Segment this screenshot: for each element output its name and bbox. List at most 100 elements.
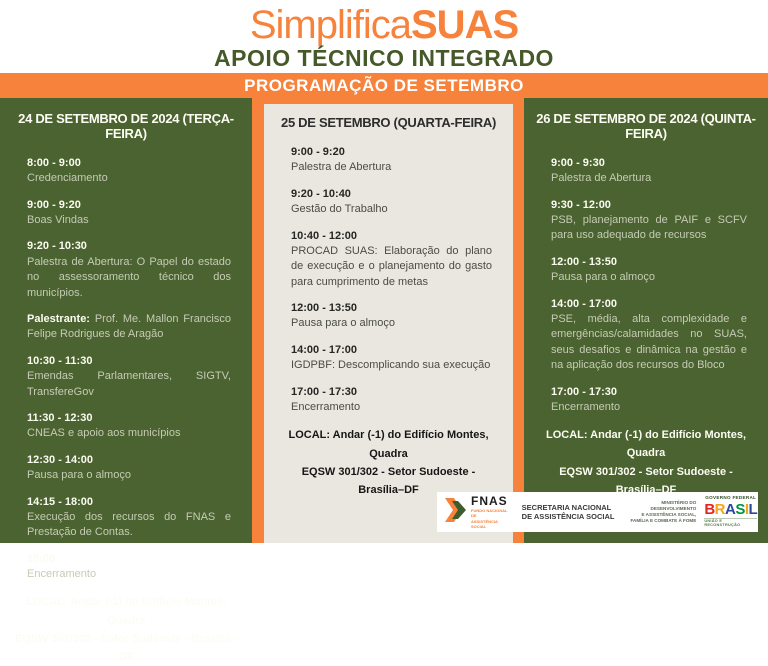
title-regular-part: Simplifica [249,2,412,47]
item-description: Execução dos recursos do FNAS e Prestaçã… [27,510,231,539]
item-description: Palestra de Abertura: O Papel do estado … [27,255,231,299]
item-time: 9:00 - 9:20 [27,198,81,211]
column-divider [513,98,524,543]
schedule-item: 9:20 - 10:40 Gestão do Trabalho [291,187,492,218]
item-time: 11:30 - 12:30 [27,411,93,424]
item-description: Pausa para o almoço [291,317,395,330]
schedule-item: 10:40 - 12:00 PROCAD SUAS: Elaboração do … [291,229,492,291]
item-time: 14:00 - 17:00 [551,297,618,310]
ministerio-line: E ASSISTÊNCIA SOCIAL, [641,512,697,517]
schedule-item: 12:30 - 14:00 Pausa para o almoço [27,453,231,484]
item-description: Encerramento [291,401,361,414]
location-note: LOCAL: Andar (-1) do Edificio Montes, Qu… [0,593,252,666]
speaker-label: Palestrante: [27,313,95,325]
title-bold-part: SUAS [411,2,519,47]
page-subtitle: APOIO TÉCNICO INTEGRADO [214,44,554,71]
item-time: 9:20 - 10:30 [27,240,87,253]
item-description: PSB, planejamento de PAIF e SCFV para us… [551,214,747,242]
schedule-item: 12:00 - 13:50 Pausa para o almoço [291,301,492,332]
schedule-item: 9:00 - 9:20 Palestra de Abertura [291,145,492,176]
item-time: 14:00 - 17:00 [291,343,358,356]
fnas-logo-name: FNAS [471,494,508,509]
schedule-item: 11:30 - 12:30 CNEAS e apoio aos município… [27,411,231,442]
brasil-logo: BRASIL [704,502,757,517]
item-description: PROCAD SUAS: Elaboração do plano de exec… [291,244,492,288]
item-description: Credenciamento [27,172,108,185]
schedule-item: 18:00 Encerramento [27,552,231,583]
item-time: 14:15 - 18:00 [27,495,94,508]
location-line: LOCAL: Andar (-1) do Edifício Montes, Qu… [288,429,489,460]
brasil-logo-letter: B [704,501,715,518]
location-line: EQSW 301/302 - Setor Sudoeste - Brasília… [301,465,476,496]
item-time: 18:00 [27,552,56,565]
item-description: Palestrante: Prof. Me. Mallon Francisco … [27,313,231,341]
location-line: EQSW 301/302 - Setor Sudoeste - Brasília… [14,632,238,663]
column-divider [252,98,264,543]
schedule-item: 12:00 - 13:50 Pausa para o almoço [551,255,747,286]
items-container: 9:00 - 9:30 Palestra de Abertura 9:30 - 12… [524,144,768,426]
program-banner-label: PROGRAMAÇÃO DE SETEMBRO [244,75,524,95]
schedule-item: 17:00 - 17:30 Encerramento [291,385,492,416]
governo-federal-label: GOVERNO FEDERAL [705,495,757,501]
item-description: Encerramento [27,568,97,581]
ministerio-logo-text: MINISTÉRIO DO DESENVOLVIMENTO E ASSISTÊN… [630,500,696,525]
items-container: 9:00 - 9:20 Palestra de Abertura 9:20 - 10… [264,133,513,426]
schedule-item: 10:30 - 11:30 Emendas Parlamentares, SIGT… [27,354,231,400]
item-description: Gestão do Trabalho [291,203,388,216]
location-note: LOCAL: Andar (-1) do Edifício Montes, Qu… [524,426,768,499]
location-line: LOCAL: Andar (-1) do Edificio Montes, Qu… [25,596,227,627]
item-time: 17:00 - 17:30 [291,385,358,398]
location-note: LOCAL: Andar (-1) do Edifício Montes, Qu… [264,426,513,499]
fnas-sub-line: ASSISTÊNCIA SOCIAL [471,518,498,529]
item-time: 12:00 - 13:50 [551,255,618,268]
item-description: CNEAS e apoio aos municípios [27,427,181,440]
schedule-item: Palestrante: Prof. Me. Mallon Francisco … [27,312,231,343]
schedule-column-day3: 26 DE SETEMBRO DE 2024 (QUINTA-FEIRA) 9:… [524,98,768,543]
institutional-logo-bar: FNAS FUNDO NACIONAL DE ASSISTÊNCIA SOCIA… [437,492,758,532]
item-time: 12:30 - 14:00 [27,453,94,466]
item-description: Encerramento [551,400,621,413]
item-description: Boas Vindas [27,214,89,227]
item-description: Palestra de Abertura [551,172,652,185]
secretaria-line: SECRETARIA NACIONAL [521,502,612,512]
item-time: 9:20 - 10:40 [291,187,351,200]
location-line: LOCAL: Andar (-1) do Edifício Montes, Qu… [545,429,747,460]
page-title: SimplificaSUAS [249,2,519,47]
fnas-logo-text: FNAS FUNDO NACIONAL DE ASSISTÊNCIA SOCIA… [471,495,508,529]
item-description: Pausa para o almoço [27,469,131,482]
secretaria-line: DE ASSISTÊNCIA SOCIAL [521,512,615,521]
schedule-item: 14:15 - 18:00 Execução dos recursos do FN… [27,495,231,541]
item-description: Pausa para o almoço [551,271,655,284]
item-description: IGDPBF: Descomplicando sua execução [291,359,491,372]
schedule-item: 9:00 - 9:30 Palestra de Abertura [551,156,747,187]
item-time: 10:30 - 11:30 [27,354,93,367]
column-header: 26 DE SETEMBRO DE 2024 (QUINTA-FEIRA) [536,111,756,141]
schedule-item: 9:30 - 12:00 PSB, planejamento de PAIF e … [551,198,747,244]
item-time: 9:00 - 9:30 [551,156,605,169]
item-description: PSE, média, alta complexidade e emergênc… [551,313,747,372]
brasil-logo-letter: A [725,501,736,518]
fnas-arrow-icon [445,497,467,528]
brasil-logo-letter: I [744,501,749,518]
item-time: 10:40 - 12:00 [291,229,358,242]
column-header: 24 DE SETEMBRO DE 2024 (TERÇA-FEIRA) [18,111,234,141]
ministerio-line: DESENVOLVIMENTO [650,505,697,511]
items-container: 8:00 - 9:00 Credenciamento 9:00 - 9:20 Boas… [0,144,252,594]
program-banner: PROGRAMAÇÃO DE SETEMBRO [0,73,768,98]
brasil-logo-letter: L [748,501,758,518]
item-time: 9:00 - 9:20 [291,145,345,158]
item-time: 8:00 - 9:00 [27,156,81,169]
brasil-logo-letter: S [735,501,745,518]
schedule-item: 14:00 - 17:00 PSE, média, alta complexida… [551,297,747,374]
fnas-sub-line: FUNDO NACIONAL DE [471,508,508,519]
fnas-logo: FNAS FUNDO NACIONAL DE ASSISTÊNCIA SOCIA… [445,495,508,529]
brasil-logo-letter: R [714,501,726,518]
secretaria-logo-text: SECRETARIA NACIONAL DE ASSISTÊNCIA SOCIA… [522,503,615,522]
ministerio-line: MINISTÉRIO DO [661,499,697,505]
column-header: 25 DE SETEMBRO (QUARTA-FEIRA) [281,115,496,130]
poster-header: SimplificaSUAS APOIO TÉCNICO INTEGRADO [0,0,768,73]
schedule-columns: 24 DE SETEMBRO DE 2024 (TERÇA-FEIRA) 8:0… [0,98,768,663]
uniao-reconstrucao-label: UNIÃO E RECONSTRUÇÃO [704,518,758,528]
schedule-item: 17:00 - 17:30 Encerramento [551,385,747,416]
